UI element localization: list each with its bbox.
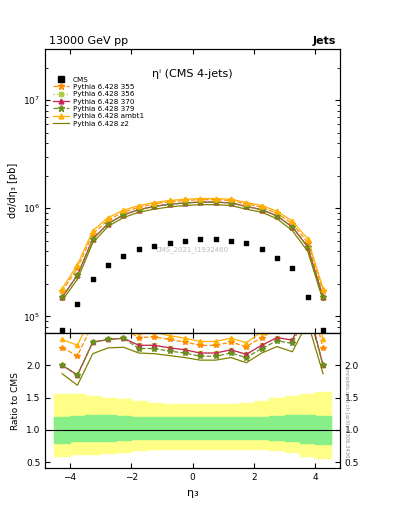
CMS [320, 326, 326, 334]
X-axis label: η₃: η₃ [187, 488, 198, 498]
Legend: CMS, Pythia 6.428 355, Pythia 6.428 356, Pythia 6.428 370, Pythia 6.428 379, Pyt: CMS, Pythia 6.428 355, Pythia 6.428 356,… [52, 75, 145, 128]
CMS [105, 261, 111, 269]
CMS [213, 235, 219, 243]
CMS [166, 239, 173, 247]
CMS [259, 245, 265, 253]
CMS [305, 293, 311, 302]
Text: CMS_2021_I1932460: CMS_2021_I1932460 [156, 247, 229, 253]
Text: mcplots.cern.ch [arXiv:1306.3436]: mcplots.cern.ch [arXiv:1306.3436] [344, 368, 349, 460]
CMS [243, 239, 250, 247]
CMS [136, 245, 142, 253]
Y-axis label: dσ/dη₃ [pb]: dσ/dη₃ [pb] [7, 163, 18, 219]
CMS [182, 237, 188, 245]
Text: Jets: Jets [313, 36, 336, 46]
Text: ηⁱ (CMS 4-jets): ηⁱ (CMS 4-jets) [152, 69, 233, 78]
Text: 13000 GeV pp: 13000 GeV pp [49, 36, 128, 46]
CMS [151, 242, 157, 250]
Y-axis label: Ratio to CMS: Ratio to CMS [11, 372, 20, 430]
CMS [197, 235, 204, 243]
CMS [120, 252, 127, 260]
CMS [74, 300, 81, 308]
CMS [289, 264, 296, 272]
CMS [59, 326, 65, 334]
CMS [90, 275, 96, 284]
CMS [228, 237, 234, 245]
CMS [274, 253, 280, 262]
